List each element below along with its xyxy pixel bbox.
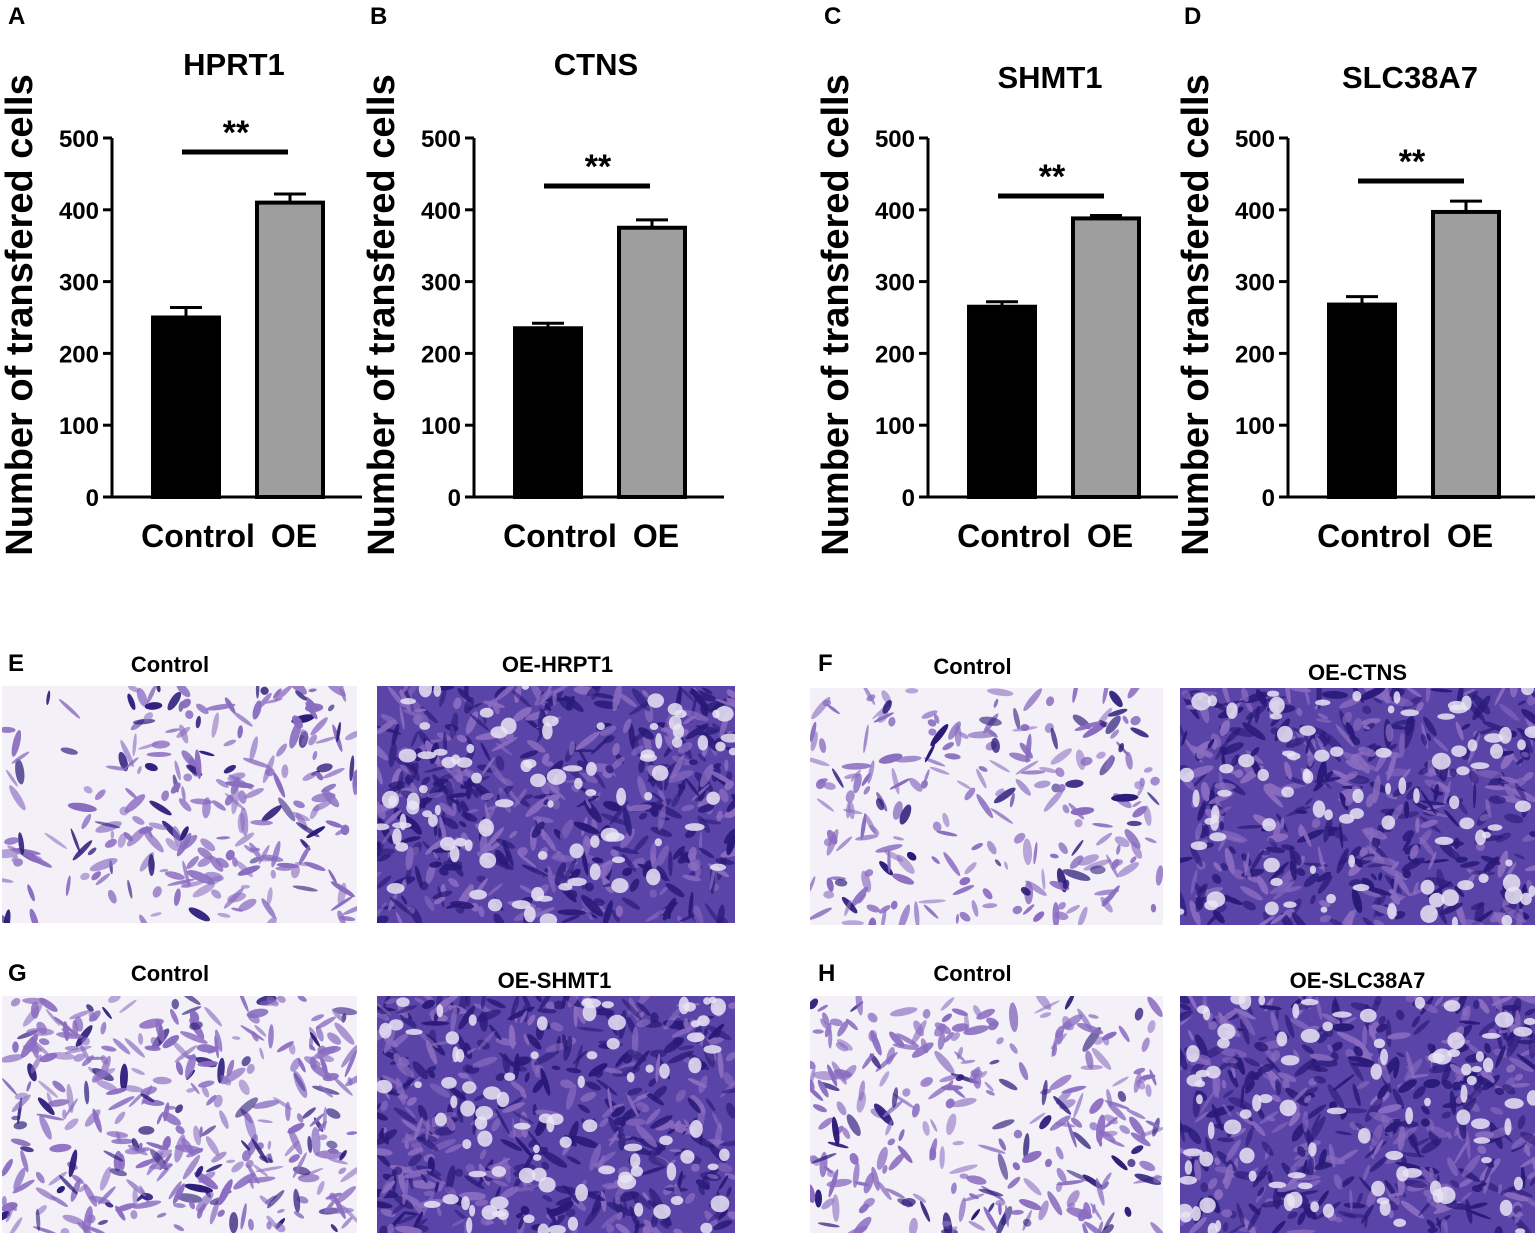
panel-letter-e: E [8, 650, 25, 677]
chart-panel-d: D SLC38A7 Number of transfered cells 0 100 20… [1175, 3, 1535, 556]
chart-title-a: HPRT1 [183, 47, 285, 82]
micrograph-h-oe [1180, 996, 1535, 1233]
x-tick-label-c-1: OE [1087, 518, 1133, 554]
panel-letter-d: D [1184, 3, 1201, 30]
y-tick-label-d-3: 300 [1235, 270, 1275, 297]
f-right-title: OE-CTNS [1308, 660, 1407, 685]
x-tick-label-c-0: Control [957, 518, 1071, 554]
y-tick-label-c-1: 100 [875, 413, 915, 440]
bar-a-control [151, 315, 221, 499]
panel-letter-g: G [8, 960, 27, 987]
panel-letter-f: F [818, 650, 833, 677]
chart-panel-b: B CTNS Number of transfered cells 0 100 200 30… [361, 3, 724, 556]
y-tick-label-b-3: 300 [421, 270, 461, 297]
bar-a-oe [255, 200, 325, 499]
panel-letter-h: H [818, 960, 836, 987]
x-tick-label-d-0: Control [1317, 518, 1431, 554]
micrograph-h-control [810, 996, 1163, 1233]
significance-stars-c: ** [1039, 158, 1066, 196]
chart-title-c: SHMT1 [997, 60, 1102, 95]
y-axis-label-a: Number of transfered cells [0, 74, 41, 555]
micrograph-f-control [810, 688, 1163, 925]
micrograph-e-control [2, 686, 357, 923]
chart-panel-c: C SHMT1 Number of transfered cells 0 100 200 3… [815, 3, 1178, 556]
y-tick-label-c-3: 300 [875, 270, 915, 297]
y-axis-label-b: Number of transfered cells [361, 74, 403, 555]
chart-panel-a: A HPRT1 Number of transfered cells 0 100 200 3… [0, 3, 362, 556]
y-tick-label-b-5: 500 [421, 126, 461, 153]
g-left-title: Control [130, 961, 210, 986]
micrograph-e-oe [377, 686, 735, 923]
bar-d-oe [1431, 209, 1501, 499]
y-tick-label-c-4: 400 [875, 198, 915, 225]
bar-chart-figure: A HPRT1 Number of transfered cells 0 100 200 3… [0, 3, 1535, 556]
y-tick-label-a-2: 200 [59, 341, 99, 368]
chart-title-b: CTNS [554, 47, 638, 82]
panel-letter-b: B [370, 3, 387, 30]
y-tick-label-a-1: 100 [59, 413, 99, 440]
bar-c-oe [1071, 216, 1141, 500]
panel-letter-c: C [824, 3, 841, 30]
significance-stars-b: ** [585, 148, 612, 186]
x-tick-label-a-1: OE [271, 518, 317, 554]
y-axis-label-d: Number of transfered cells [1175, 74, 1217, 555]
significance-stars-d: ** [1399, 143, 1426, 181]
bar-b-control [513, 326, 583, 499]
x-tick-label-b-0: Control [503, 518, 617, 554]
x-tick-label-a-0: Control [141, 518, 255, 554]
y-tick-label-c-2: 200 [875, 341, 915, 368]
y-tick-label-d-2: 200 [1235, 341, 1275, 368]
y-tick-label-d-5: 500 [1235, 126, 1275, 153]
y-tick-label-c-5: 500 [875, 126, 915, 153]
micrograph-g-control [2, 996, 357, 1233]
bar-b-oe [617, 225, 687, 499]
y-tick-label-b-1: 100 [421, 413, 461, 440]
e-left-title: Control [130, 652, 210, 677]
panel-letter-a: A [8, 3, 25, 30]
h-left-title: Control [933, 961, 1012, 986]
y-axis-label-c: Number of transfered cells [815, 74, 857, 555]
y-tick-label-b-4: 400 [421, 198, 461, 225]
micrograph-f-oe [1180, 688, 1535, 925]
y-tick-label-a-5: 500 [59, 126, 99, 153]
y-tick-label-a-3: 300 [59, 270, 99, 297]
y-tick-label-d-1: 100 [1235, 413, 1275, 440]
y-tick-label-c-0: 0 [902, 485, 915, 512]
e-right-title: OE-HRPT1 [501, 652, 614, 677]
x-tick-label-b-1: OE [633, 518, 679, 554]
f-left-title: Control [933, 654, 1012, 679]
g-right-title: OE-SHMT1 [497, 968, 612, 993]
bar-d-control [1327, 302, 1397, 499]
chart-title-d: SLC38A7 [1342, 60, 1478, 95]
y-tick-label-a-4: 400 [59, 198, 99, 225]
significance-stars-a: ** [223, 114, 250, 152]
y-tick-label-d-4: 400 [1235, 198, 1275, 225]
micrograph-g-oe [377, 996, 735, 1233]
y-tick-label-b-0: 0 [448, 485, 461, 512]
x-tick-label-d-1: OE [1447, 518, 1493, 554]
h-right-title: OE-SLC38A7 [1289, 968, 1426, 993]
y-tick-label-a-0: 0 [86, 485, 99, 512]
bar-c-control [967, 304, 1037, 500]
y-tick-label-d-0: 0 [1262, 485, 1275, 512]
y-tick-label-b-2: 200 [421, 341, 461, 368]
